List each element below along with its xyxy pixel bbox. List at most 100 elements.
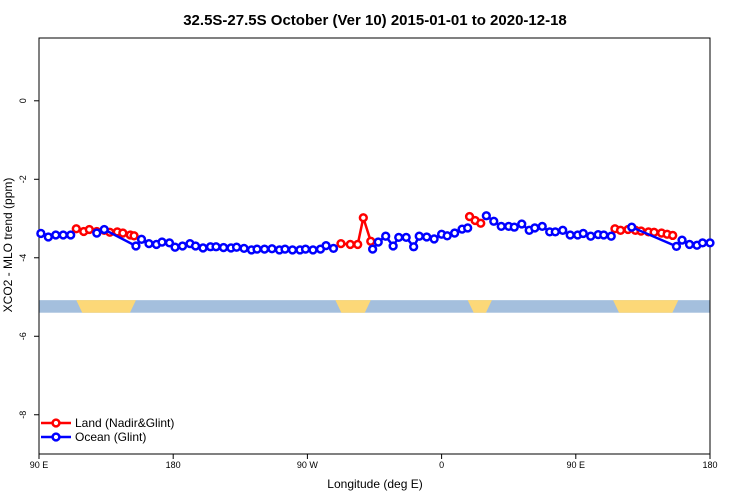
data-point	[599, 230, 609, 240]
data-point	[496, 221, 506, 232]
data-point	[463, 223, 473, 233]
data-point	[565, 230, 575, 240]
x-axis-label: Longitude (deg E)	[327, 477, 422, 491]
data-point	[66, 230, 76, 240]
legend-swatch-marker	[51, 432, 61, 442]
data-point	[231, 242, 242, 252]
legend-label: Ocean (Glint)	[75, 430, 146, 444]
x-tick-label: 180	[166, 460, 181, 470]
data-point	[336, 238, 346, 249]
y-tick-label: -4	[18, 254, 28, 262]
data-point	[328, 243, 339, 254]
data-point	[136, 234, 147, 244]
legend-item: Ocean (Glint)	[41, 430, 146, 444]
data-point	[118, 228, 128, 238]
x-tick-label: 90 W	[297, 460, 319, 470]
legend-swatch-marker	[51, 418, 61, 428]
data-point	[36, 228, 46, 239]
data-point	[558, 225, 568, 235]
data-point	[190, 241, 201, 251]
data-point	[211, 242, 221, 252]
data-point	[530, 223, 540, 233]
data-point	[177, 241, 188, 251]
legend-item: Land (Nadir&Glint)	[41, 416, 174, 430]
data-point	[358, 213, 368, 223]
x-tick-label: 180	[702, 460, 717, 470]
data-point	[684, 239, 695, 250]
data-point	[367, 244, 378, 254]
data-point	[58, 230, 68, 240]
data-point	[280, 244, 290, 254]
land-band	[467, 300, 492, 313]
data-point	[615, 225, 626, 235]
land-band	[335, 300, 371, 313]
x-axis: 90 E 180 90 W 0 90 E 180	[30, 454, 718, 470]
data-point	[131, 241, 141, 251]
ocean-band	[39, 300, 710, 313]
data-point	[381, 231, 391, 241]
data-point	[677, 235, 687, 245]
data-point	[99, 224, 109, 235]
data-point	[414, 231, 424, 241]
data-point	[308, 245, 318, 255]
data-point	[586, 231, 596, 241]
data-point	[373, 237, 383, 247]
data-point	[509, 222, 519, 232]
data-point	[43, 232, 53, 242]
x-tick-label: 0	[439, 460, 444, 470]
legend: Land (Nadir&Glint)Ocean (Glint)	[41, 416, 174, 444]
data-point	[627, 222, 637, 232]
data-point	[252, 244, 262, 254]
data-point	[129, 231, 139, 241]
data-point	[84, 224, 94, 235]
chart-title: 32.5S-27.5S October (Ver 10) 2015-01-01 …	[183, 12, 567, 29]
data-point	[321, 240, 331, 251]
surface-band	[39, 300, 710, 313]
data-point	[606, 231, 616, 241]
data-point	[697, 238, 708, 248]
data-point	[71, 224, 81, 234]
data-point	[481, 211, 491, 221]
data-point	[345, 239, 355, 250]
data-point	[157, 237, 167, 247]
data-point	[366, 236, 376, 246]
data-point	[422, 232, 432, 242]
series-layer	[36, 211, 715, 255]
y-tick-label: -2	[18, 175, 28, 183]
data-point	[144, 238, 154, 249]
data-point	[388, 241, 398, 251]
data-point	[517, 219, 527, 229]
data-point	[442, 231, 452, 241]
data-point	[51, 230, 61, 240]
land-band	[613, 300, 679, 313]
x-tick-label: 90 E	[567, 460, 586, 470]
data-point	[401, 232, 411, 243]
data-point	[408, 242, 419, 252]
data-point	[476, 218, 486, 228]
y-tick-label: 0	[18, 98, 28, 103]
data-point	[287, 245, 298, 255]
data-point	[394, 232, 404, 243]
data-point	[705, 238, 715, 248]
land-band	[76, 300, 136, 313]
x-tick-label: 90 E	[30, 460, 49, 470]
data-point	[164, 238, 175, 248]
data-point	[267, 244, 277, 254]
data-point	[198, 243, 208, 253]
data-point	[429, 234, 439, 244]
data-point	[668, 230, 678, 241]
data-point	[489, 216, 499, 226]
data-point	[578, 228, 588, 239]
data-point	[300, 244, 311, 254]
data-point	[353, 239, 363, 250]
series-ocean	[36, 211, 715, 255]
data-point	[671, 241, 682, 252]
data-point	[218, 242, 229, 253]
data-point	[259, 244, 270, 254]
y-tick-label: -6	[18, 332, 28, 340]
y-axis: 0 -2 -4 -6 -8	[18, 98, 39, 419]
data-point	[550, 227, 560, 237]
data-point	[537, 221, 547, 232]
data-point	[239, 243, 249, 254]
y-tick-label: -8	[18, 411, 28, 419]
